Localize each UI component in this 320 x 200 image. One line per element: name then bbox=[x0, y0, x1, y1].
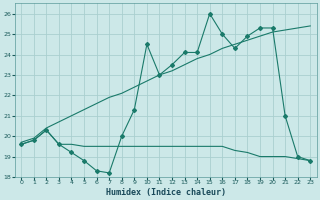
X-axis label: Humidex (Indice chaleur): Humidex (Indice chaleur) bbox=[106, 188, 226, 197]
